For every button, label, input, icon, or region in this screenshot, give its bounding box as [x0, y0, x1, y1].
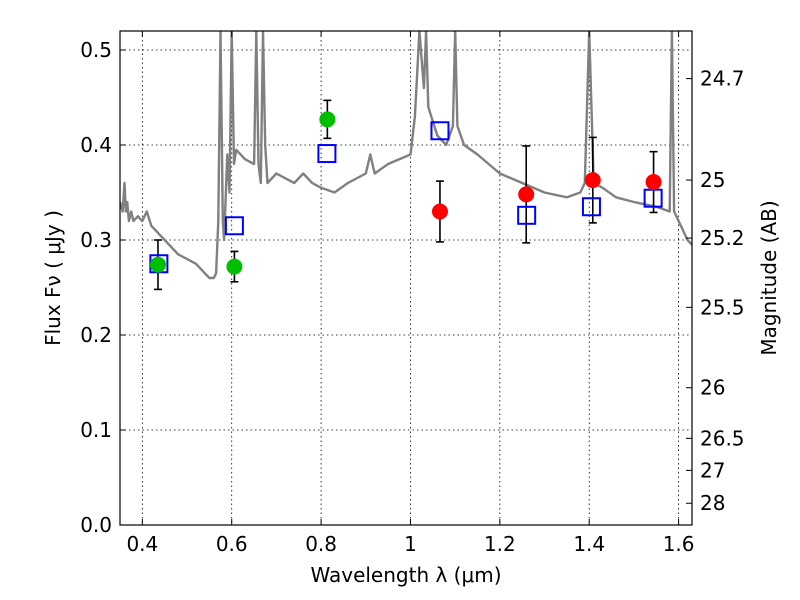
y-tick-label: 0.3	[80, 228, 112, 252]
model-square-point	[430, 121, 450, 141]
right-axis-title: Magnitude (AB)	[757, 200, 781, 355]
right-axis-tick-label: 26	[700, 376, 725, 400]
x-tick-label: 1	[404, 532, 417, 556]
model-spectrum-line	[120, 31, 692, 280]
plot-frame	[119, 30, 693, 526]
grid-lines	[120, 31, 692, 526]
x-tick-label: 0.4	[126, 532, 158, 556]
x-tick-label: 0.8	[305, 532, 337, 556]
model-square-point	[517, 205, 537, 225]
model-square-point	[317, 144, 337, 164]
right-axis-tick-label: 25.2	[700, 226, 745, 250]
right-axis-tick-label: 25	[700, 168, 725, 192]
y-tick-label: 0.5	[80, 38, 112, 62]
red-observed-point	[645, 174, 662, 191]
y-tick-label: 0.0	[80, 513, 112, 537]
green-observed-point	[149, 256, 166, 273]
red-observed-point	[431, 203, 448, 220]
green-observed-point	[319, 111, 336, 128]
spectrum-polyline	[120, 31, 692, 280]
y-axis-title: Flux Fν ( μJy )	[41, 210, 65, 346]
right-axis-tick-label: 28	[700, 491, 725, 515]
right-axis-tick-label: 26.5	[700, 426, 745, 450]
x-tick-label: 1.2	[484, 532, 516, 556]
right-axis-tick-label: 27	[700, 458, 725, 482]
observed-circle-markers	[149, 111, 662, 275]
red-observed-point	[518, 186, 535, 203]
y-tick-label: 0.1	[80, 418, 112, 442]
right-axis-ticks: 24.7 25 25.2 25.5 26 26.5 27 28	[686, 67, 745, 515]
y-tick-label: 0.4	[80, 133, 112, 157]
x-tick-label: 0.6	[216, 532, 248, 556]
right-axis-tick-label: 25.5	[700, 295, 745, 319]
y-tick-label: 0.2	[80, 323, 112, 347]
x-tick-label: 1.4	[573, 532, 605, 556]
y-axis-ticks: 0.0 0.1 0.2 0.3 0.4 0.5	[80, 38, 126, 537]
right-axis-tick-label: 24.7	[700, 67, 745, 91]
green-observed-point	[226, 258, 243, 275]
red-observed-point	[584, 172, 601, 189]
x-axis-title: Wavelength λ (μm)	[310, 563, 501, 587]
x-tick-label: 1.6	[663, 532, 695, 556]
model-square-point	[581, 197, 601, 217]
x-axis-ticks: 0.4 0.6 0.8 1 1.2 1.4 1.6	[126, 31, 695, 556]
model-square-point	[224, 216, 244, 236]
